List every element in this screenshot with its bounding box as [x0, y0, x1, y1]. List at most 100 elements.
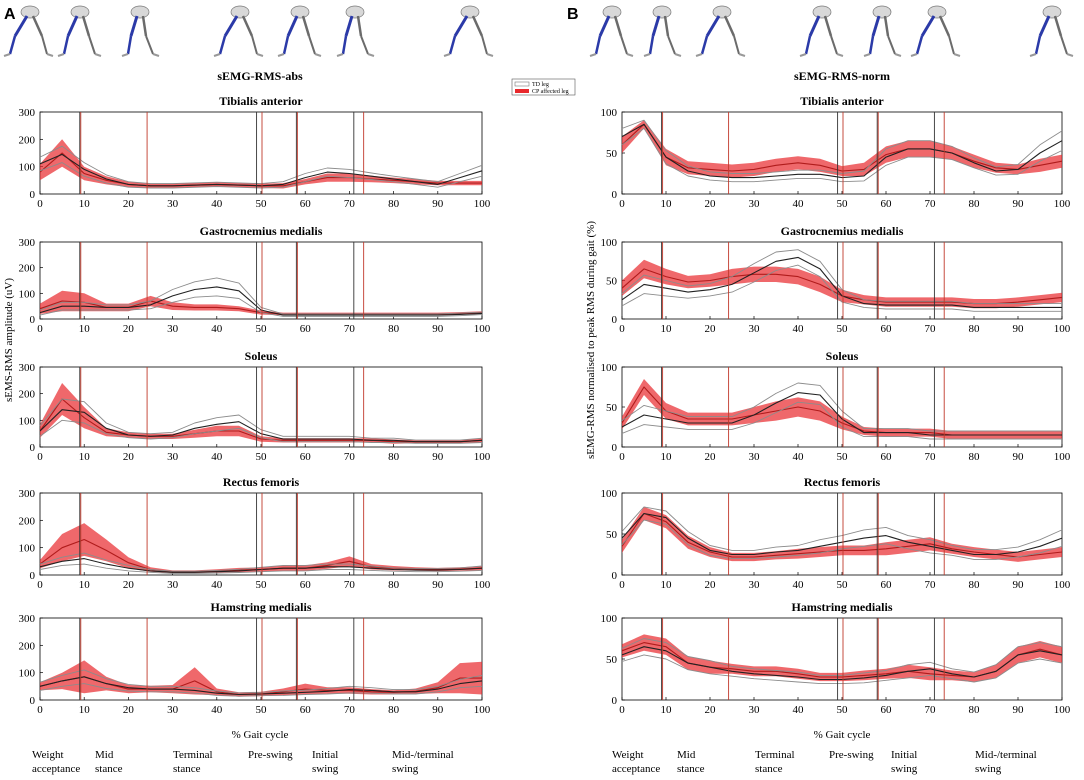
subplot-rectus-femoris: Rectus femoris 0 10 20 30 40 50 60 70 80 90 100 0 100… — [19, 475, 491, 591]
y-tick-label: 0 — [30, 570, 36, 582]
x-tick-label: 100 — [474, 323, 491, 335]
x-tick-label: 80 — [388, 198, 400, 210]
walking-skeleton-icon — [695, 5, 746, 57]
y-tick-label: 100 — [19, 415, 36, 427]
thigh-shape — [356, 15, 363, 37]
x-tick-label: 10 — [79, 704, 91, 716]
foot-shape — [1029, 53, 1037, 57]
thigh-shape — [129, 15, 139, 37]
legend-cp-swatch — [515, 89, 529, 93]
x-tick-label: 100 — [474, 451, 491, 463]
x-tick-label: 80 — [969, 579, 981, 591]
x-tick-label: 100 — [1054, 451, 1071, 463]
x-tick-label: 40 — [793, 451, 805, 463]
foot-shape — [94, 53, 102, 57]
x-tick-label: 0 — [619, 451, 625, 463]
thigh-shape — [705, 15, 721, 37]
thigh-shape — [453, 15, 469, 37]
x-tick-label: 80 — [969, 198, 981, 210]
td-mean-line — [621, 392, 1062, 436]
x-tick-label: 100 — [1054, 704, 1071, 716]
x-tick-label: 0 — [37, 323, 43, 335]
phase-label: stance — [677, 763, 705, 775]
td-mean-line — [621, 646, 1063, 681]
walking-skeleton-icon — [589, 5, 634, 57]
y-tick-label: 0 — [612, 314, 618, 326]
pelvis-shape — [602, 5, 622, 19]
x-tick-label: 100 — [1054, 579, 1071, 591]
x-tick-label: 30 — [167, 704, 179, 716]
thigh-shape — [823, 15, 833, 37]
foot-shape — [443, 53, 451, 57]
shank-shape — [360, 35, 369, 55]
phase-label: acceptance — [612, 763, 660, 775]
subplot-gastrocnemius-medialis: Gastrocnemius medialis 0 10 20 30 40 50 60 70 80 9… — [19, 224, 491, 335]
x-tick-label: 20 — [705, 704, 717, 716]
phase-label: swing — [975, 763, 1002, 775]
x-tick-label: 70 — [925, 198, 937, 210]
x-tick-label: 20 — [123, 451, 135, 463]
pelvis-shape — [460, 5, 480, 19]
td-sd-upper-line — [621, 119, 1063, 174]
subplot-tibialis-anterior: Tibialis anterior 0 10 20 30 40 50 60 70 80 90 100 0… — [19, 94, 491, 210]
x-tick-label: 30 — [749, 579, 761, 591]
x-tick-label: 40 — [793, 704, 805, 716]
foot-shape — [213, 53, 221, 57]
x-tick-label: 70 — [925, 579, 937, 591]
y-tick-label: 100 — [19, 162, 36, 174]
y-tick-label: 300 — [19, 613, 36, 625]
foot-shape — [3, 53, 11, 57]
cp-sd-band — [40, 139, 482, 189]
phase-label: swing — [312, 763, 339, 775]
cp-sd-band — [40, 383, 482, 444]
foot-shape — [953, 53, 961, 57]
x-tick-label: 70 — [344, 451, 356, 463]
y-tick-label: 50 — [606, 276, 618, 288]
phase-label: acceptance — [32, 763, 80, 775]
foot-shape — [367, 53, 375, 57]
pelvis-shape — [130, 5, 150, 19]
phase-label: Pre-swing — [248, 749, 293, 761]
td-mean-line — [39, 286, 483, 316]
phase-labels-b: Weight acceptance Mid stance Terminal st… — [612, 749, 1037, 775]
y-tick-label: 200 — [19, 515, 36, 527]
shank-shape — [341, 35, 348, 55]
y-tick-label: 100 — [19, 543, 36, 555]
shank-shape — [282, 35, 290, 55]
y-tick-label: 50 — [606, 654, 618, 666]
x-tick-label: 40 — [793, 323, 805, 335]
x-tick-label: 50 — [256, 323, 268, 335]
phase-label: Mid — [95, 749, 114, 761]
x-tick-label: 90 — [432, 323, 444, 335]
foot-shape — [836, 53, 844, 57]
legend-td-label: TD leg — [532, 82, 549, 88]
thigh-shape — [286, 15, 299, 37]
x-tick-label: 80 — [388, 451, 400, 463]
foot-shape — [799, 53, 807, 57]
shank-shape — [667, 35, 676, 55]
x-tick-label: 90 — [1013, 198, 1025, 210]
x-tick-label: 40 — [211, 451, 223, 463]
panel-a-xlabel: % Gait cycle — [232, 729, 289, 741]
subplot-rectus-femoris: Rectus femoris 0 10 20 30 40 50 60 70 80 90 100 0 50 1… — [601, 475, 1071, 591]
td-sd-lower-line — [39, 162, 483, 189]
foot-shape — [674, 53, 682, 57]
y-tick-label: 200 — [19, 389, 36, 401]
x-tick-label: 70 — [925, 323, 937, 335]
shank-shape — [648, 35, 655, 55]
shank-shape — [804, 35, 812, 55]
y-tick-label: 0 — [30, 314, 36, 326]
td-mean-line — [39, 558, 483, 573]
x-tick-label: 90 — [1013, 579, 1025, 591]
phase-label: Terminal — [755, 749, 795, 761]
y-tick-label: 0 — [612, 570, 618, 582]
x-tick-label: 50 — [256, 579, 268, 591]
x-tick-label: 90 — [1013, 323, 1025, 335]
foot-shape — [894, 53, 902, 57]
panel-b-xlabel: % Gait cycle — [814, 729, 871, 741]
td-sd-upper-line — [621, 506, 1063, 551]
y-tick-label: 50 — [606, 148, 618, 160]
phase-label: Weight — [612, 749, 644, 761]
td-mean-line — [621, 512, 1063, 556]
pelvis-shape — [652, 5, 672, 19]
